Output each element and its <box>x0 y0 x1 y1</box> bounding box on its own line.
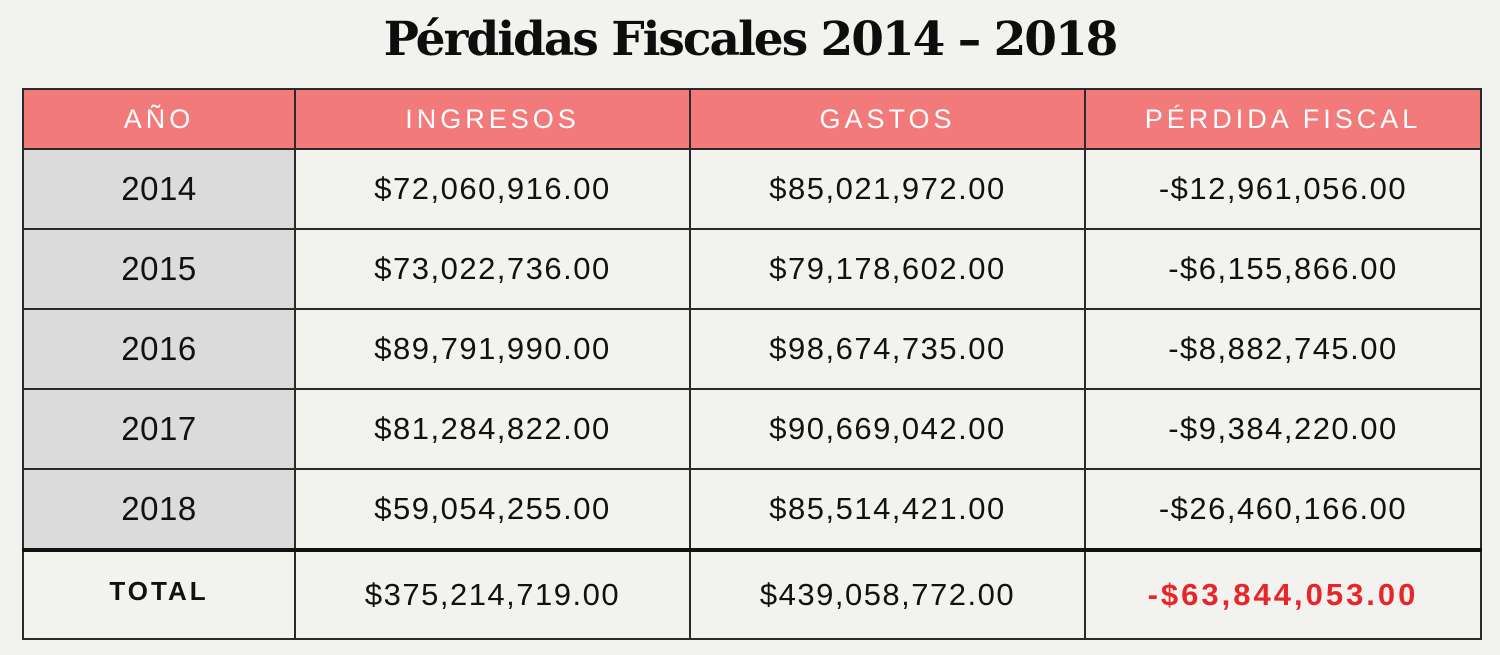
fiscal-loss-cell: -$9,384,220.00 <box>1084 388 1482 470</box>
fiscal-loss-cell: -$12,961,056.00 <box>1084 148 1482 230</box>
income-cell: $59,054,255.00 <box>294 468 691 551</box>
table-row: 2018 $59,054,255.00 $85,514,421.00 -$26,… <box>22 468 1482 551</box>
total-income-cell: $375,214,719.00 <box>294 548 691 640</box>
year-cell: 2014 <box>22 148 296 230</box>
table-row: 2016 $89,791,990.00 $98,674,735.00 -$8,8… <box>22 308 1482 390</box>
table-row: 2015 $73,022,736.00 $79,178,602.00 -$6,1… <box>22 228 1482 310</box>
income-cell: $73,022,736.00 <box>294 228 691 310</box>
income-cell: $81,284,822.00 <box>294 388 691 470</box>
column-header-fiscal-loss: PÉRDIDA FISCAL <box>1084 88 1482 150</box>
column-header-expenses: GASTOS <box>689 88 1086 150</box>
expenses-cell: $85,514,421.00 <box>689 468 1086 551</box>
year-cell: 2016 <box>22 308 296 390</box>
header-row: AÑO INGRESOS GASTOS PÉRDIDA FISCAL <box>22 88 1482 150</box>
total-expenses-cell: $439,058,772.00 <box>689 548 1086 640</box>
total-fiscal-loss-cell: -$63,844,053.00 <box>1084 548 1482 640</box>
expenses-cell: $90,669,042.00 <box>689 388 1086 470</box>
year-cell: 2018 <box>22 468 296 551</box>
total-row: TOTAL $375,214,719.00 $439,058,772.00 -$… <box>22 548 1482 640</box>
table-row: 2014 $72,060,916.00 $85,021,972.00 -$12,… <box>22 148 1482 230</box>
income-cell: $89,791,990.00 <box>294 308 691 390</box>
total-label: TOTAL <box>22 548 296 640</box>
year-cell: 2017 <box>22 388 296 470</box>
income-cell: $72,060,916.00 <box>294 148 691 230</box>
fiscal-losses-table: AÑO INGRESOS GASTOS PÉRDIDA FISCAL 2014 … <box>22 88 1482 640</box>
fiscal-loss-cell: -$26,460,166.00 <box>1084 468 1482 551</box>
column-header-year: AÑO <box>22 88 296 150</box>
year-cell: 2015 <box>22 228 296 310</box>
table-row: 2017 $81,284,822.00 $90,669,042.00 -$9,3… <box>22 388 1482 470</box>
expenses-cell: $85,021,972.00 <box>689 148 1086 230</box>
table-title: Pérdidas Fiscales 2014 – 2018 <box>383 12 1119 67</box>
expenses-cell: $98,674,735.00 <box>689 308 1086 390</box>
column-header-income: INGRESOS <box>294 88 691 150</box>
fiscal-loss-cell: -$8,882,745.00 <box>1084 308 1482 390</box>
fiscal-loss-cell: -$6,155,866.00 <box>1084 228 1482 310</box>
expenses-cell: $79,178,602.00 <box>689 228 1086 310</box>
